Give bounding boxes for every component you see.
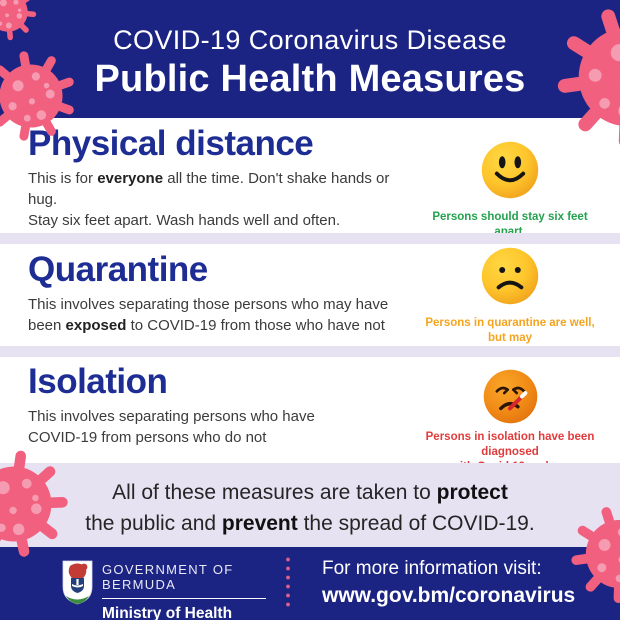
header-banner: COVID-19 Coronavirus Disease Public Heal…: [0, 0, 620, 118]
section-isolation: Isolation This involves separating perso…: [0, 357, 620, 488]
government-label: GOVERNMENT OF BERMUDA: [102, 562, 266, 599]
happy-face-icon: [481, 141, 539, 199]
ministry-label: Ministry of Health: [102, 605, 233, 622]
section-illustration: Persons should stay six feet apart.: [418, 140, 602, 240]
worried-face-icon: [481, 247, 539, 305]
sick-face-icon: [483, 369, 537, 424]
footer-banner: GOVERNMENT OF BERMUDA Ministry of Health…: [0, 547, 620, 623]
page-title: Public Health Measures: [94, 58, 526, 100]
section-heading: Isolation: [28, 362, 168, 401]
section-physical-distance: Physical distance This is for everyone a…: [0, 118, 620, 250]
section-body: This involves separating persons who hav…: [28, 407, 315, 446]
section-divider: [0, 346, 620, 357]
dotted-divider: [286, 557, 290, 610]
info-url: www.gov.bm/coronavirus: [322, 584, 576, 607]
header-subtitle: COVID-19 Coronavirus Disease: [113, 25, 507, 55]
bermuda-coat-of-arms-icon: [62, 560, 93, 605]
info-block: For more information visit: www.gov.bm/c…: [322, 558, 575, 608]
section-quarantine: Quarantine This involves separating thos…: [0, 244, 620, 374]
section-body: This involves separating those persons w…: [28, 295, 389, 334]
section-divider: [0, 233, 620, 244]
section-heading: Quarantine: [28, 250, 208, 289]
government-block: GOVERNMENT OF BERMUDA Ministry of Health: [102, 562, 266, 623]
summary-message: All of these measures are taken to prote…: [0, 463, 620, 547]
info-label: For more information visit:: [322, 558, 542, 579]
